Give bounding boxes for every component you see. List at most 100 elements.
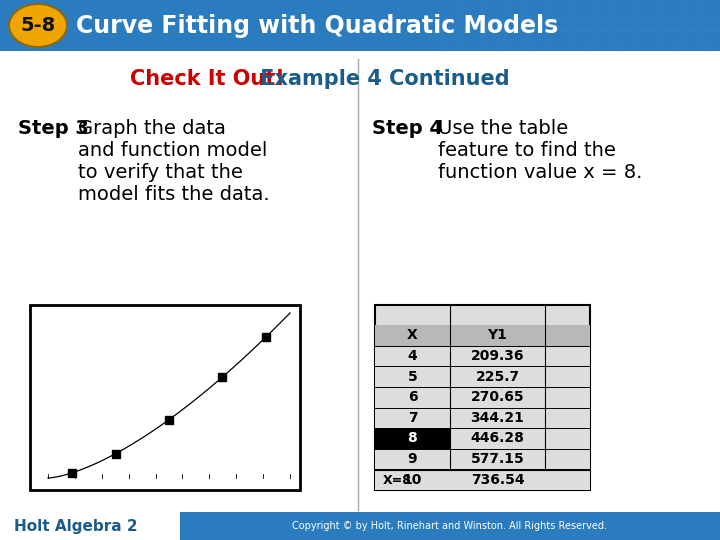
Bar	[440, 9, 460, 18]
Text: X=8: X=8	[383, 474, 412, 487]
Bar	[704, 0, 720, 7]
Text: to verify that the: to verify that the	[78, 163, 243, 182]
Bar	[660, 9, 680, 18]
Bar	[218, 373, 226, 381]
Text: 4: 4	[408, 349, 418, 363]
Bar	[375, 325, 590, 346]
Text: 8: 8	[408, 431, 418, 446]
Bar	[638, 42, 658, 51]
Bar	[616, 0, 636, 7]
Bar	[660, 20, 680, 29]
Bar	[550, 9, 570, 18]
Bar	[375, 428, 450, 449]
Bar	[462, 20, 482, 29]
Bar	[440, 0, 460, 7]
Bar	[572, 20, 592, 29]
Text: 344.21: 344.21	[471, 411, 524, 425]
Text: 9: 9	[408, 452, 418, 466]
Bar	[594, 9, 614, 18]
Bar	[375, 387, 590, 408]
Bar	[594, 31, 614, 40]
Bar	[506, 9, 526, 18]
Text: Use the table: Use the table	[438, 119, 568, 138]
Text: and function model: and function model	[78, 141, 267, 160]
Bar	[506, 20, 526, 29]
Bar	[484, 9, 504, 18]
Bar	[572, 42, 592, 51]
Text: 5: 5	[408, 369, 418, 383]
Text: Holt Algebra 2: Holt Algebra 2	[14, 518, 138, 534]
Bar	[660, 0, 680, 7]
Text: Check It Out!: Check It Out!	[130, 69, 284, 89]
Bar	[594, 0, 614, 7]
Bar	[572, 9, 592, 18]
Text: X: X	[407, 328, 418, 342]
Bar	[375, 408, 590, 428]
Bar	[638, 0, 658, 7]
Bar	[528, 0, 548, 7]
Bar	[638, 20, 658, 29]
Text: model fits the data.: model fits the data.	[78, 185, 269, 204]
Text: function value x = 8.: function value x = 8.	[438, 163, 642, 182]
Bar	[484, 0, 504, 7]
Bar	[68, 469, 76, 477]
Bar	[528, 31, 548, 40]
Text: Copyright © by Holt, Rinehart and Winston. All Rights Reserved.: Copyright © by Holt, Rinehart and Winsto…	[292, 521, 608, 531]
Bar	[440, 42, 460, 51]
Text: 577.15: 577.15	[471, 452, 524, 466]
Bar	[616, 20, 636, 29]
Bar	[462, 0, 482, 7]
Bar	[572, 0, 592, 7]
Bar	[0, 512, 180, 540]
Bar	[550, 20, 570, 29]
Text: Curve Fitting with Quadratic Models: Curve Fitting with Quadratic Models	[76, 14, 558, 37]
Bar	[528, 20, 548, 29]
Bar	[528, 42, 548, 51]
Bar	[550, 0, 570, 7]
Bar	[30, 305, 300, 490]
Bar	[704, 9, 720, 18]
Text: Y1: Y1	[487, 328, 508, 342]
Bar	[484, 20, 504, 29]
Bar	[682, 31, 702, 40]
Bar	[550, 31, 570, 40]
Bar	[0, 0, 720, 51]
Bar	[462, 42, 482, 51]
Bar	[506, 0, 526, 7]
Bar	[660, 42, 680, 51]
Bar	[506, 42, 526, 51]
Bar	[616, 9, 636, 18]
Text: Graph the data: Graph the data	[78, 119, 226, 138]
Text: 10: 10	[402, 472, 422, 487]
Text: 446.28: 446.28	[471, 431, 524, 446]
Bar	[704, 42, 720, 51]
Bar	[616, 31, 636, 40]
Text: Step 3: Step 3	[18, 119, 89, 138]
Bar	[704, 31, 720, 40]
Bar	[594, 42, 614, 51]
Bar	[375, 305, 590, 490]
Bar	[572, 31, 592, 40]
Bar	[440, 31, 460, 40]
Bar	[550, 42, 570, 51]
Bar	[462, 9, 482, 18]
Bar	[704, 20, 720, 29]
Bar	[484, 42, 504, 51]
Bar	[375, 470, 590, 490]
Text: 736.54: 736.54	[471, 472, 524, 487]
Bar	[375, 428, 590, 449]
Bar	[638, 9, 658, 18]
Bar	[682, 42, 702, 51]
Bar	[660, 31, 680, 40]
Text: feature to find the: feature to find the	[438, 141, 616, 160]
Bar	[682, 0, 702, 7]
Bar	[506, 31, 526, 40]
Bar	[375, 449, 590, 469]
Text: 270.65: 270.65	[471, 390, 524, 404]
Text: 6: 6	[408, 390, 418, 404]
Bar	[440, 20, 460, 29]
Bar	[484, 31, 504, 40]
Text: 209.36: 209.36	[471, 349, 524, 363]
Bar	[528, 9, 548, 18]
Bar	[262, 333, 270, 341]
